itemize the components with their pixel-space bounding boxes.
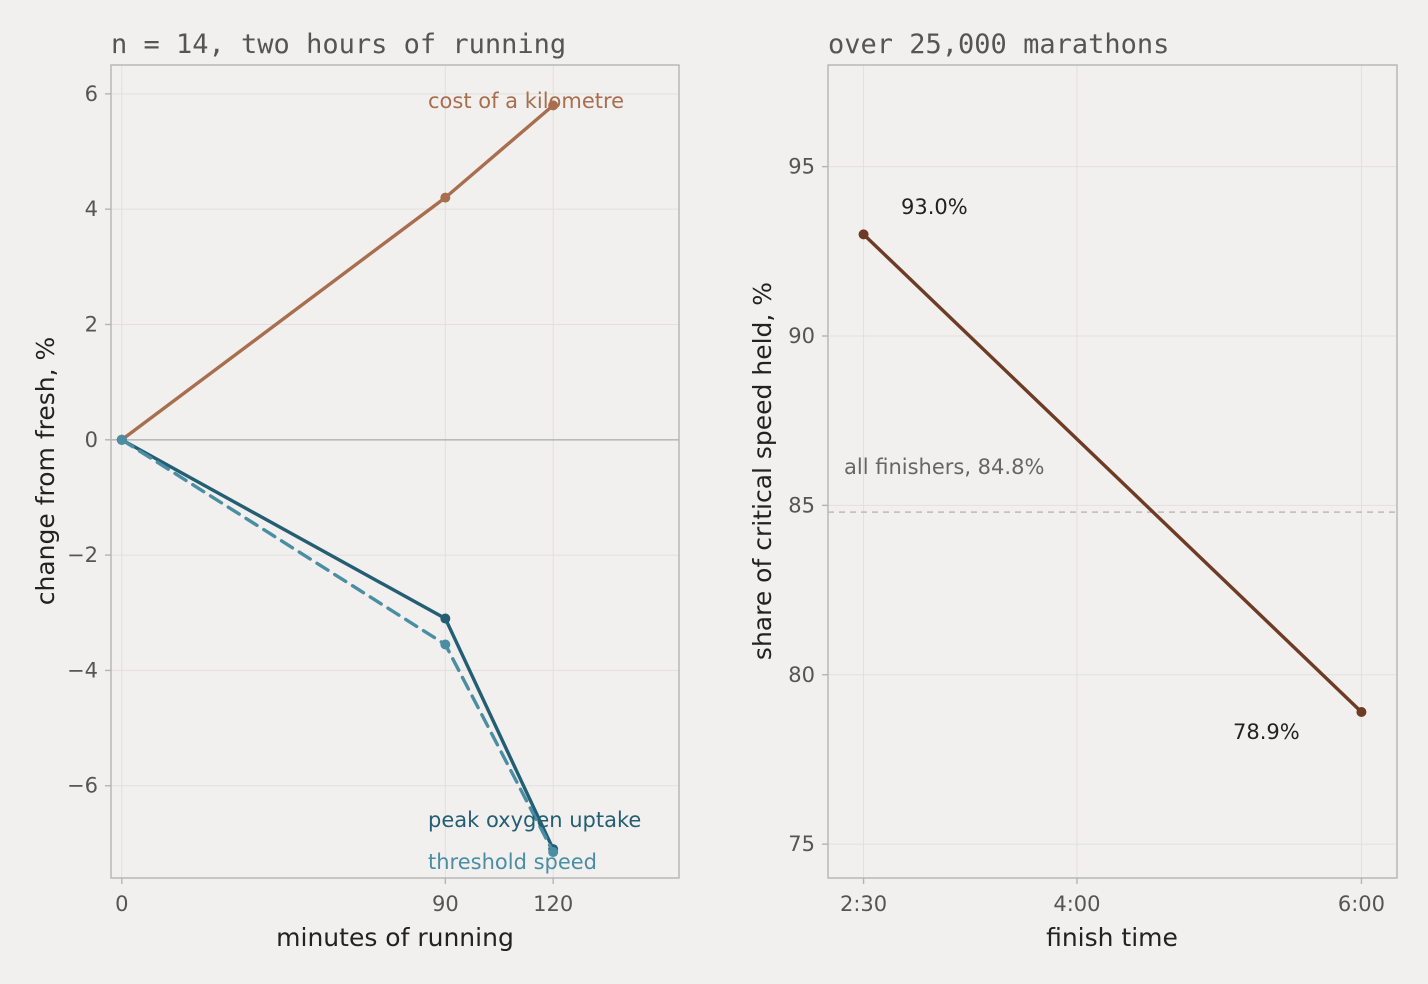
p2-x-tick-label: 6:00 — [1338, 892, 1385, 916]
p1-point-cost-of-a-kilometre — [440, 192, 451, 203]
p1-point-threshold-speed — [116, 434, 127, 445]
panel-fatigue-change: n = 14, two hours of running 0 90 120 −6 −4… — [31, 29, 680, 952]
p2-y-tick-label: 90 — [788, 324, 815, 348]
panel2-y-axis-label: share of critical speed held, % — [748, 282, 777, 660]
p2-y-tick-label: 80 — [788, 663, 815, 687]
p2-y-tick-label: 95 — [788, 155, 815, 179]
p1-point-peak-oxygen-uptake — [440, 613, 451, 624]
p2-y-tick-label: 75 — [788, 832, 815, 856]
panel1-series — [116, 100, 559, 858]
panel2-plot-frame — [827, 64, 1398, 879]
p1-x-tick-label: 0 — [115, 892, 128, 916]
p1-line-peak-oxygen-uptake — [120, 438, 555, 851]
p1-point-threshold-speed — [548, 847, 559, 858]
p1-y-tick-label: 0 — [85, 428, 98, 452]
p1-line-cost-of-a-kilometre — [120, 103, 555, 442]
p1-point-threshold-speed — [440, 639, 451, 650]
panel-critical-speed: over 25,000 marathons all finishers, 84.… — [748, 29, 1398, 952]
panel2-title: over 25,000 marathons — [828, 29, 1169, 60]
panel1-x-axis-label: minutes of running — [276, 923, 514, 952]
point-label-end: 78.9% — [1233, 720, 1300, 744]
p1-x-tick-label: 120 — [533, 892, 573, 916]
panel1-y-axis-label: change from fresh, % — [31, 337, 60, 606]
panel1-plot-frame — [110, 64, 680, 879]
p1-y-tick-label: −6 — [67, 774, 98, 798]
p1-y-tick-label: 2 — [85, 312, 98, 336]
p1-x-tick-label: 90 — [432, 892, 459, 916]
panel1-y-ticks: −6 −4 −2 0 2 4 6 — [67, 82, 111, 798]
p1-y-tick-label: −2 — [67, 543, 98, 567]
p1-y-tick-label: 4 — [85, 197, 98, 221]
p1-y-tick-label: 6 — [85, 82, 98, 106]
p1-y-tick-label: −4 — [67, 658, 98, 682]
p2-y-tick-label: 85 — [788, 493, 815, 517]
series-label-threshold-speed: threshold speed — [428, 850, 597, 874]
panel1-grid — [111, 65, 679, 878]
panel2-x-axis-label: finish time — [1046, 923, 1178, 952]
panel2-x-ticks: 2:30 4:00 6:00 — [840, 878, 1385, 916]
series-label-peak-oxygen-uptake: peak oxygen uptake — [428, 808, 641, 832]
p2-x-tick-label: 2:30 — [840, 892, 887, 916]
panel2-grid — [828, 65, 1397, 878]
p1-line-threshold-speed — [120, 438, 555, 854]
p2-line-series — [861, 232, 1364, 714]
reference-line-label: all finishers, 84.8% — [844, 455, 1044, 479]
series-label-cost-of-a-kilometre: cost of a kilometre — [428, 89, 624, 113]
p1-point-cost-of-a-kilometre — [548, 100, 559, 111]
p2-point-series — [858, 229, 869, 240]
panel1-x-ticks: 0 90 120 — [115, 878, 573, 916]
panel2-y-ticks: 75 80 85 90 95 — [788, 155, 828, 856]
panel2-series — [858, 229, 1367, 718]
p2-point-series — [1356, 707, 1367, 718]
p2-x-tick-label: 4:00 — [1053, 892, 1100, 916]
point-label-start: 93.0% — [901, 195, 968, 219]
panel1-title: n = 14, two hours of running — [111, 29, 566, 60]
